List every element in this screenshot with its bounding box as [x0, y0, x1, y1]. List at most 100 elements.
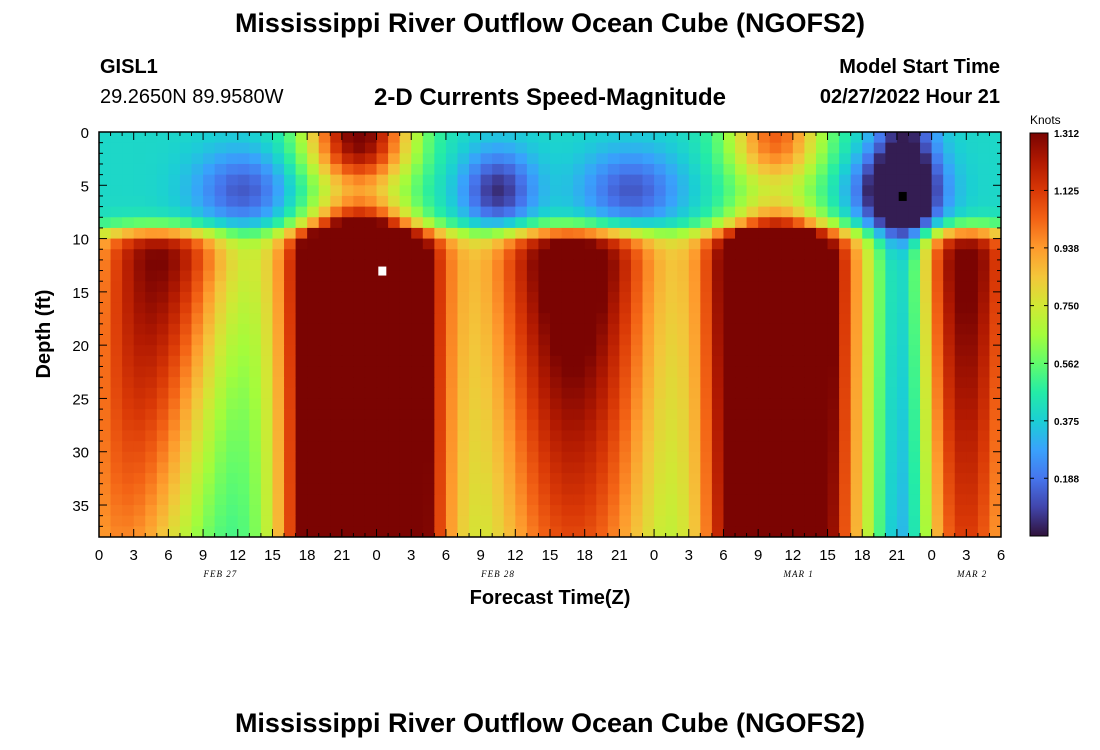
heatmap-cell — [839, 441, 852, 453]
heatmap-cell — [619, 259, 632, 272]
heatmap-cell — [226, 185, 239, 197]
heatmap-cell — [376, 409, 389, 421]
heatmap-cell — [665, 473, 678, 485]
heatmap-cell — [827, 526, 840, 538]
heatmap-cell — [422, 302, 435, 314]
heatmap-cell — [619, 462, 632, 474]
heatmap-cell — [133, 398, 146, 410]
heatmap-cell — [445, 153, 458, 165]
heatmap-cell — [214, 249, 227, 261]
heatmap-cell — [469, 195, 482, 208]
heatmap-cell — [272, 355, 285, 367]
heatmap-cell — [388, 323, 401, 335]
heatmap-cell — [746, 398, 759, 410]
heatmap-cell — [862, 430, 875, 442]
heatmap-cell — [781, 227, 794, 240]
heatmap-cell — [908, 419, 921, 431]
heatmap-cell — [827, 430, 840, 442]
heatmap-cell — [422, 195, 435, 208]
heatmap-cell — [145, 174, 158, 186]
heatmap-cell — [573, 377, 586, 389]
heatmap-cell — [376, 206, 389, 218]
heatmap-cell — [260, 302, 273, 314]
heatmap-cell — [411, 185, 424, 197]
heatmap-cell — [665, 227, 678, 240]
heatmap-cell — [503, 323, 516, 335]
heatmap-cell — [388, 206, 401, 218]
heatmap-cell — [862, 409, 875, 421]
heatmap-cell — [943, 195, 956, 208]
heatmap-cell — [873, 505, 886, 517]
x-tick-label: 12 — [507, 547, 524, 564]
heatmap-cell — [573, 451, 586, 463]
heatmap-cell — [191, 323, 204, 335]
heatmap-cell — [804, 291, 817, 304]
heatmap-cell — [168, 227, 181, 240]
heatmap-cell — [977, 515, 990, 527]
heatmap-cell — [353, 291, 366, 304]
heatmap-cell — [272, 483, 285, 495]
heatmap-cell — [445, 473, 458, 485]
heatmap-cell — [804, 441, 817, 453]
heatmap-cell — [792, 377, 805, 389]
heatmap-cell — [700, 217, 713, 229]
heatmap-cell — [295, 430, 308, 442]
heatmap-cell — [388, 366, 401, 378]
heatmap-cell — [480, 462, 493, 474]
heatmap-cell — [654, 323, 667, 335]
heatmap-cell — [619, 163, 632, 176]
heatmap-cell — [642, 526, 655, 538]
heatmap-cell — [399, 409, 412, 421]
heatmap-cell — [480, 195, 493, 208]
heatmap-cell — [99, 302, 112, 314]
heatmap-cell — [908, 430, 921, 442]
heatmap-cell — [630, 515, 644, 527]
heatmap-cell — [388, 142, 401, 154]
heatmap-cell — [908, 526, 921, 538]
heatmap-cell — [492, 505, 505, 517]
heatmap-cell — [492, 409, 505, 421]
heatmap-cell — [758, 163, 771, 176]
heatmap-cell — [203, 526, 216, 538]
x-tick-label: 0 — [650, 547, 658, 564]
heatmap-cell — [272, 142, 285, 154]
heatmap-cell — [908, 323, 921, 335]
heatmap-cell — [596, 526, 609, 538]
heatmap-cell — [376, 302, 389, 314]
heatmap-cell — [735, 462, 748, 474]
heatmap-cell — [781, 291, 794, 304]
heatmap-cell — [445, 462, 458, 474]
heatmap-cell — [931, 185, 944, 197]
heatmap-cell — [388, 345, 401, 357]
heatmap-cell — [330, 430, 343, 442]
heatmap-cell — [330, 142, 343, 154]
heatmap-cell — [607, 494, 620, 506]
heatmap-cell — [168, 387, 181, 399]
heatmap-cell — [249, 377, 262, 389]
heatmap-cell — [388, 505, 401, 517]
heatmap-cell — [769, 281, 782, 293]
heatmap-cell — [746, 132, 759, 144]
heatmap-cell — [341, 483, 354, 495]
heatmap-cell — [226, 409, 239, 421]
heatmap-cell — [943, 462, 956, 474]
heatmap-cell — [607, 259, 620, 272]
heatmap-cell — [873, 494, 886, 506]
heatmap-cell — [815, 249, 829, 261]
heatmap-cell — [249, 515, 262, 527]
heatmap-cell — [758, 430, 771, 442]
heatmap-cell — [515, 227, 528, 240]
heatmap-cell — [677, 430, 690, 442]
heatmap-cell — [168, 313, 181, 325]
heatmap-cell — [318, 483, 331, 495]
heatmap-cell — [966, 526, 979, 538]
heatmap-cell — [364, 430, 378, 442]
heatmap-cell — [584, 206, 597, 218]
heatmap-cell — [434, 132, 447, 144]
colorbar-tick-label: 0.188 — [1054, 474, 1079, 485]
heatmap-cell — [885, 291, 898, 304]
heatmap-cell — [769, 483, 782, 495]
heatmap-cell — [596, 377, 609, 389]
heatmap-cell — [295, 163, 308, 176]
heatmap-cell — [411, 441, 424, 453]
